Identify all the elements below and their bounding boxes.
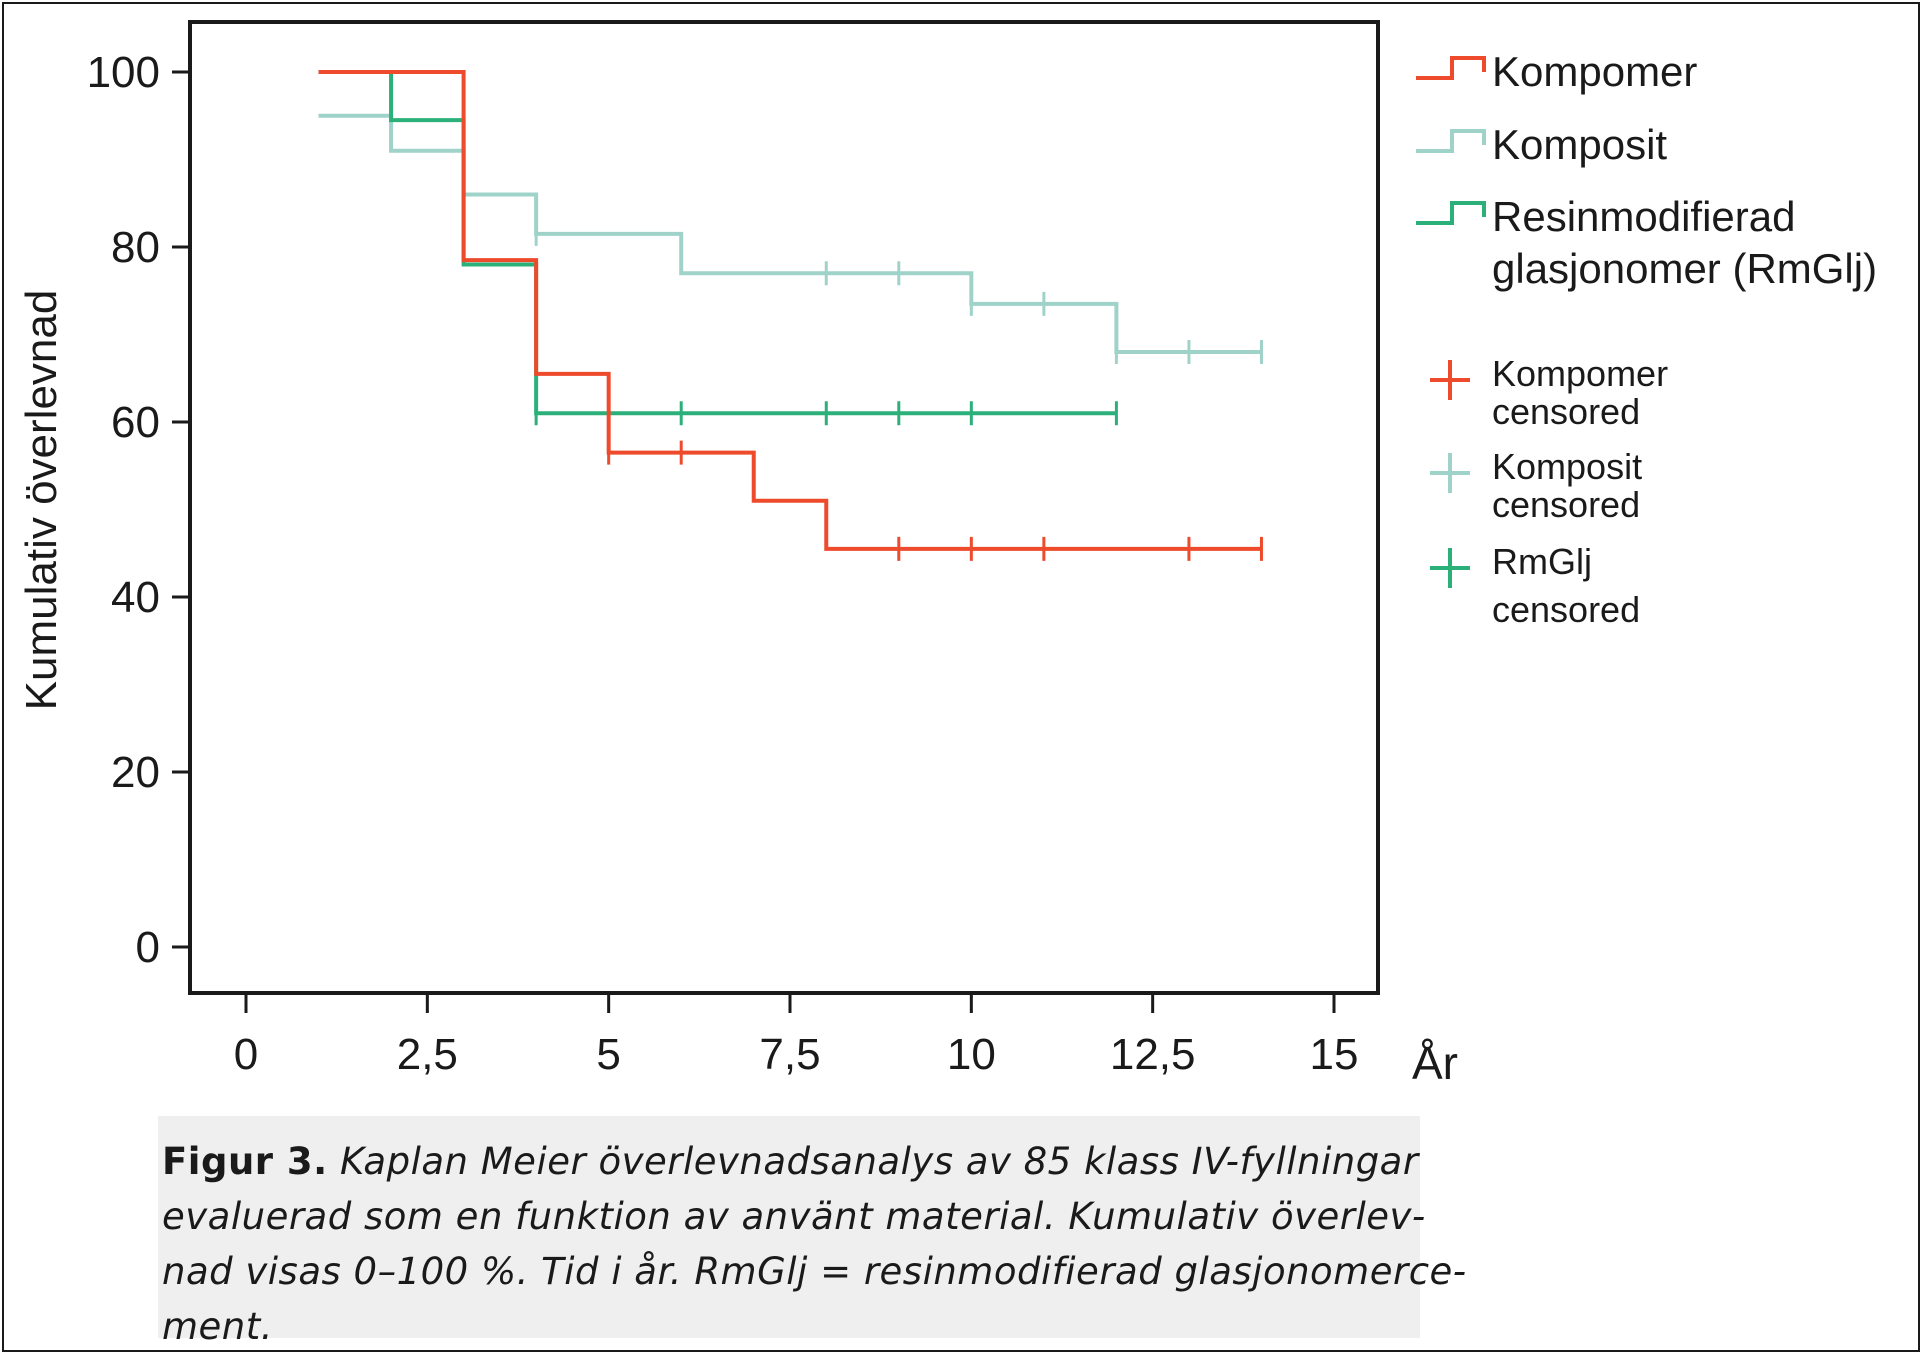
- x-tick-label: 10: [947, 1030, 996, 1079]
- y-tick-label: 100: [87, 48, 160, 97]
- plot-area-box: [188, 20, 1380, 995]
- caption-line-3: nad visas 0–100 %. Tid i år. RmGlj = res…: [162, 1250, 1467, 1293]
- km-survival-chart: 0 20 40 60 80 100 0 2,5 5 7,5 10 12,5 15 År Kumulativ …: [17, 20, 1877, 1089]
- x-tick-label: 7,5: [759, 1030, 820, 1079]
- y-tick-label: 0: [136, 923, 160, 972]
- y-tick-label: 60: [111, 398, 160, 447]
- censor-legend-label: RmGlj: [1492, 541, 1592, 582]
- x-tick-label: 12,5: [1110, 1030, 1196, 1079]
- caption-line-2: evaluerad som en funktion av använt mate…: [162, 1195, 1426, 1238]
- survival-curve-2: [318, 70, 1117, 416]
- legend-label: Resinmodifierad: [1492, 193, 1795, 240]
- caption-line-1: Figur 3. Kaplan Meier överlevnadsanalys …: [162, 1134, 1419, 1189]
- censor-legend-label: censored: [1492, 484, 1640, 525]
- legend-swatch-0: [1416, 56, 1486, 80]
- y-tick-label: 80: [111, 223, 160, 272]
- censor-legend-label: Kompomer: [1492, 353, 1668, 394]
- legend-label: glasjonomer (RmGlj): [1492, 245, 1877, 292]
- censor-legend-label: Komposit: [1492, 446, 1642, 487]
- x-tick-label: 5: [596, 1030, 620, 1079]
- legend-swatch-2: [1416, 201, 1486, 225]
- y-axis-label: Kumulativ överlevnad: [17, 290, 66, 711]
- x-axis-unit-label: År: [1412, 1037, 1458, 1089]
- survival-curve-1: [318, 113, 1262, 354]
- y-tick-label: 20: [111, 748, 160, 797]
- caption-line-4: ment.: [162, 1305, 274, 1348]
- legend-label: Komposit: [1492, 121, 1667, 168]
- censor-legend-label: censored: [1492, 391, 1640, 432]
- x-tick-label: 15: [1310, 1030, 1359, 1079]
- survival-curve-0: [318, 70, 1262, 551]
- x-tick-label: 2,5: [397, 1030, 458, 1079]
- caption-line-1-text: Kaplan Meier överlevnadsanalys av 85 kla…: [339, 1140, 1419, 1183]
- x-tick-label: 0: [234, 1030, 258, 1079]
- caption-label: Figur 3.: [162, 1140, 328, 1183]
- legend-label: Kompomer: [1492, 48, 1697, 95]
- censor-legend-label: censored: [1492, 589, 1640, 630]
- figure-caption: Figur 3. Kaplan Meier överlevnadsanalys …: [158, 1116, 1467, 1348]
- legend-swatch-1: [1416, 129, 1486, 153]
- y-tick-label: 40: [111, 573, 160, 622]
